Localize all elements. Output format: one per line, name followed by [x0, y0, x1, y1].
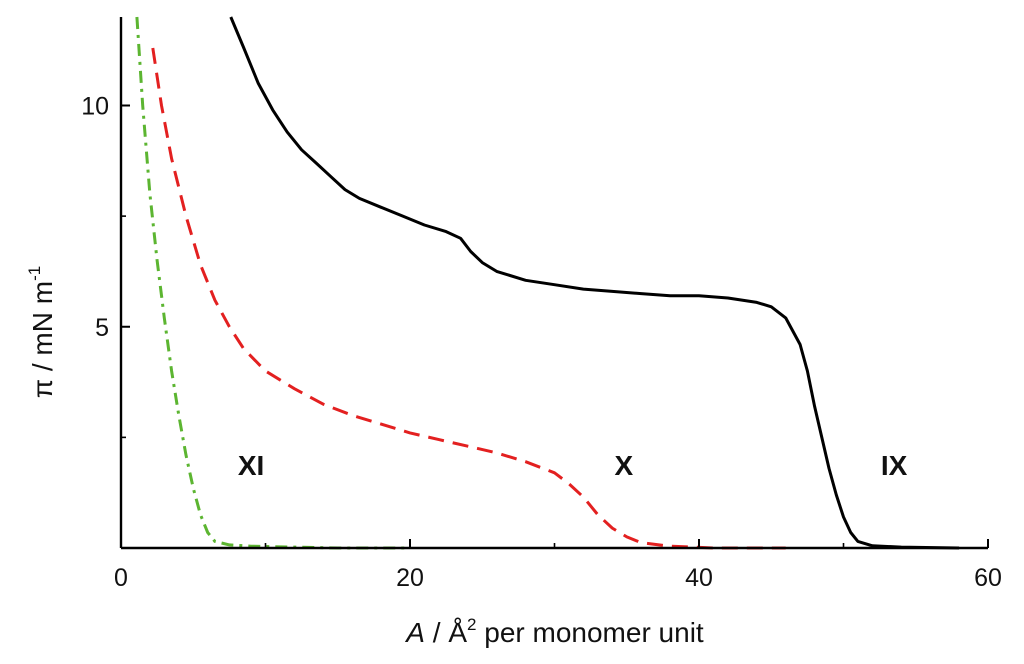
- y-axis-title: π / mN m-1: [25, 266, 58, 398]
- curves: [135, 16, 960, 550]
- x-axis-title-rest: per monomer unit: [476, 617, 703, 648]
- x-tick-label: 0: [114, 564, 128, 592]
- axis-ticks: 0 20 40 60 5 10: [81, 93, 1002, 593]
- series-line-xi: [135, 16, 410, 550]
- x-tick-label: 40: [685, 564, 713, 592]
- curve-label-x: X: [615, 450, 634, 481]
- curve-label-ix: IX: [881, 450, 908, 481]
- x-axis-title-superscript: 2: [467, 615, 476, 634]
- y-tick-label: 10: [81, 93, 109, 121]
- y-axis-title-main: π / mN m: [27, 281, 58, 398]
- curve-label-xi: XI: [238, 450, 264, 481]
- curve-labels: IX X XI: [238, 450, 908, 481]
- series-line-ix: [229, 16, 960, 550]
- x-axis-title: A / Å2 per monomer unit: [404, 615, 704, 648]
- x-axis-title-unit: Å: [448, 617, 467, 648]
- y-tick-label: 5: [95, 314, 109, 342]
- x-axis-title-separator: /: [425, 617, 448, 648]
- x-tick-label: 60: [974, 564, 1002, 592]
- y-axis-title-superscript: -1: [25, 266, 44, 281]
- x-tick-label: 20: [396, 564, 424, 592]
- x-axis-title-variable: A: [404, 617, 425, 648]
